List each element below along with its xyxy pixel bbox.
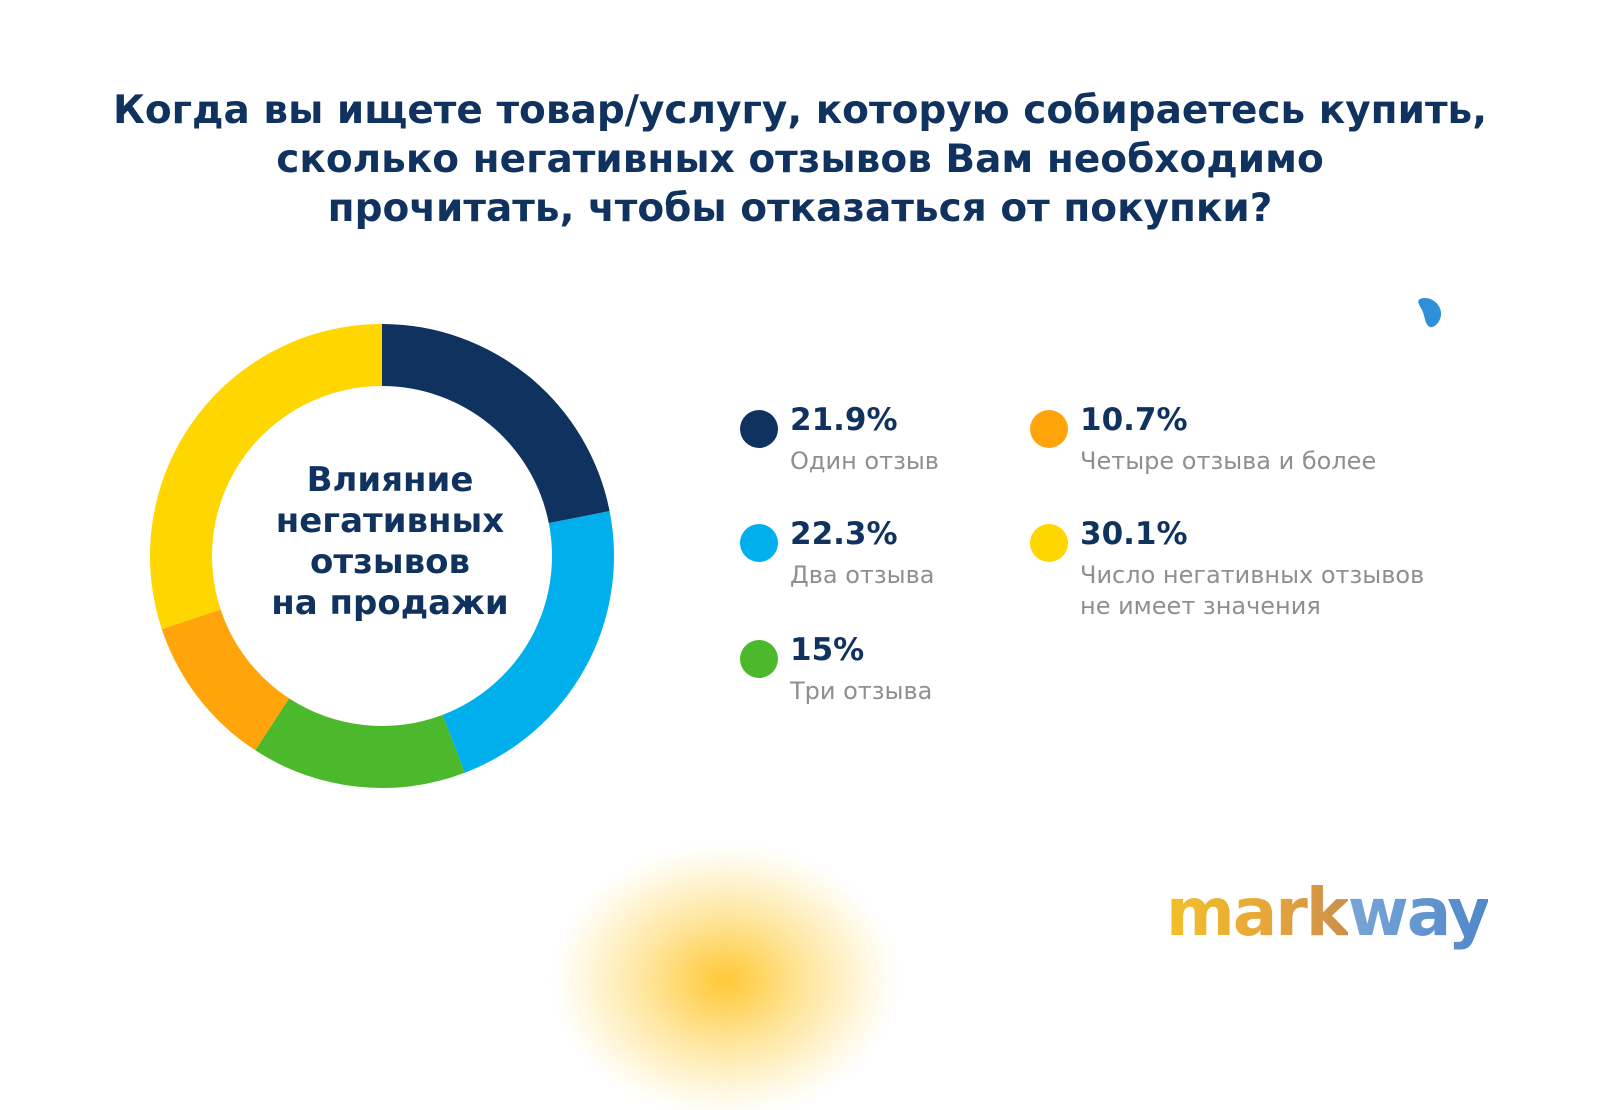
brand-logo-way: way — [1347, 874, 1491, 951]
legend-value-three-reviews: 15% — [790, 632, 865, 668]
legend-label-line: Четыре отзыва и более — [1080, 447, 1377, 475]
donut-slice-three-reviews — [255, 698, 465, 788]
title-line-3: прочитать, чтобы отказаться от покупки? — [327, 186, 1273, 231]
legend-label-line: Число негативных отзывов — [1080, 561, 1425, 589]
legend-dot-one-review — [740, 410, 778, 448]
legend-label-two-reviews: Два отзыва — [790, 560, 1210, 591]
legend-label-three-reviews: Три отзыва — [790, 676, 1210, 707]
center-line-4: на продажи — [271, 583, 509, 623]
donut-slice-no-matter — [150, 324, 382, 630]
donut-slice-four-plus-reviews — [161, 609, 290, 751]
legend-value-no-matter: 30.1% — [1080, 516, 1188, 552]
legend-dot-no-matter — [1030, 524, 1068, 562]
legend-label-line: Три отзыва — [790, 677, 933, 705]
title-line-2: сколько негативных отзывов Вам необходим… — [276, 137, 1324, 182]
donut-svg — [150, 324, 614, 788]
legend-dot-three-reviews — [740, 640, 778, 678]
legend-label-four-plus-reviews: Четыре отзыва и более — [1080, 446, 1500, 477]
donut-chart: Влияние негативных отзывов на продажи — [150, 320, 630, 800]
donut-slice-one-review — [382, 324, 610, 524]
legend-label-line: Два отзыва — [790, 561, 935, 589]
brand-logo: markway — [1166, 880, 1490, 946]
drop-icon — [1418, 298, 1442, 328]
legend-label-no-matter: Число негативных отзывов не имеет значен… — [1080, 560, 1500, 622]
center-line-3: отзывов — [310, 542, 470, 582]
donut-slice-two-reviews — [442, 511, 614, 773]
page-title: Когда вы ищете товар/услугу, которую соб… — [70, 86, 1530, 233]
legend-dot-two-reviews — [740, 524, 778, 562]
background-glow — [560, 850, 890, 1110]
center-line-2: негативных — [275, 501, 505, 541]
legend-value-two-reviews: 22.3% — [790, 516, 898, 552]
brand-logo-mark: mark — [1166, 874, 1350, 951]
legend-label-line: не имеет значения — [1080, 592, 1321, 620]
title-line-1: Когда вы ищете товар/услугу, которую соб… — [112, 88, 1488, 133]
legend-value-one-review: 21.9% — [790, 402, 898, 438]
donut-center-label: Влияние негативных отзывов на продажи — [240, 460, 540, 624]
center-line-1: Влияние — [306, 460, 474, 500]
legend-dot-four-plus-reviews — [1030, 410, 1068, 448]
legend-label-line: Один отзыв — [790, 447, 939, 475]
legend-label-one-review: Один отзыв — [790, 446, 1210, 477]
legend-value-four-plus-reviews: 10.7% — [1080, 402, 1188, 438]
